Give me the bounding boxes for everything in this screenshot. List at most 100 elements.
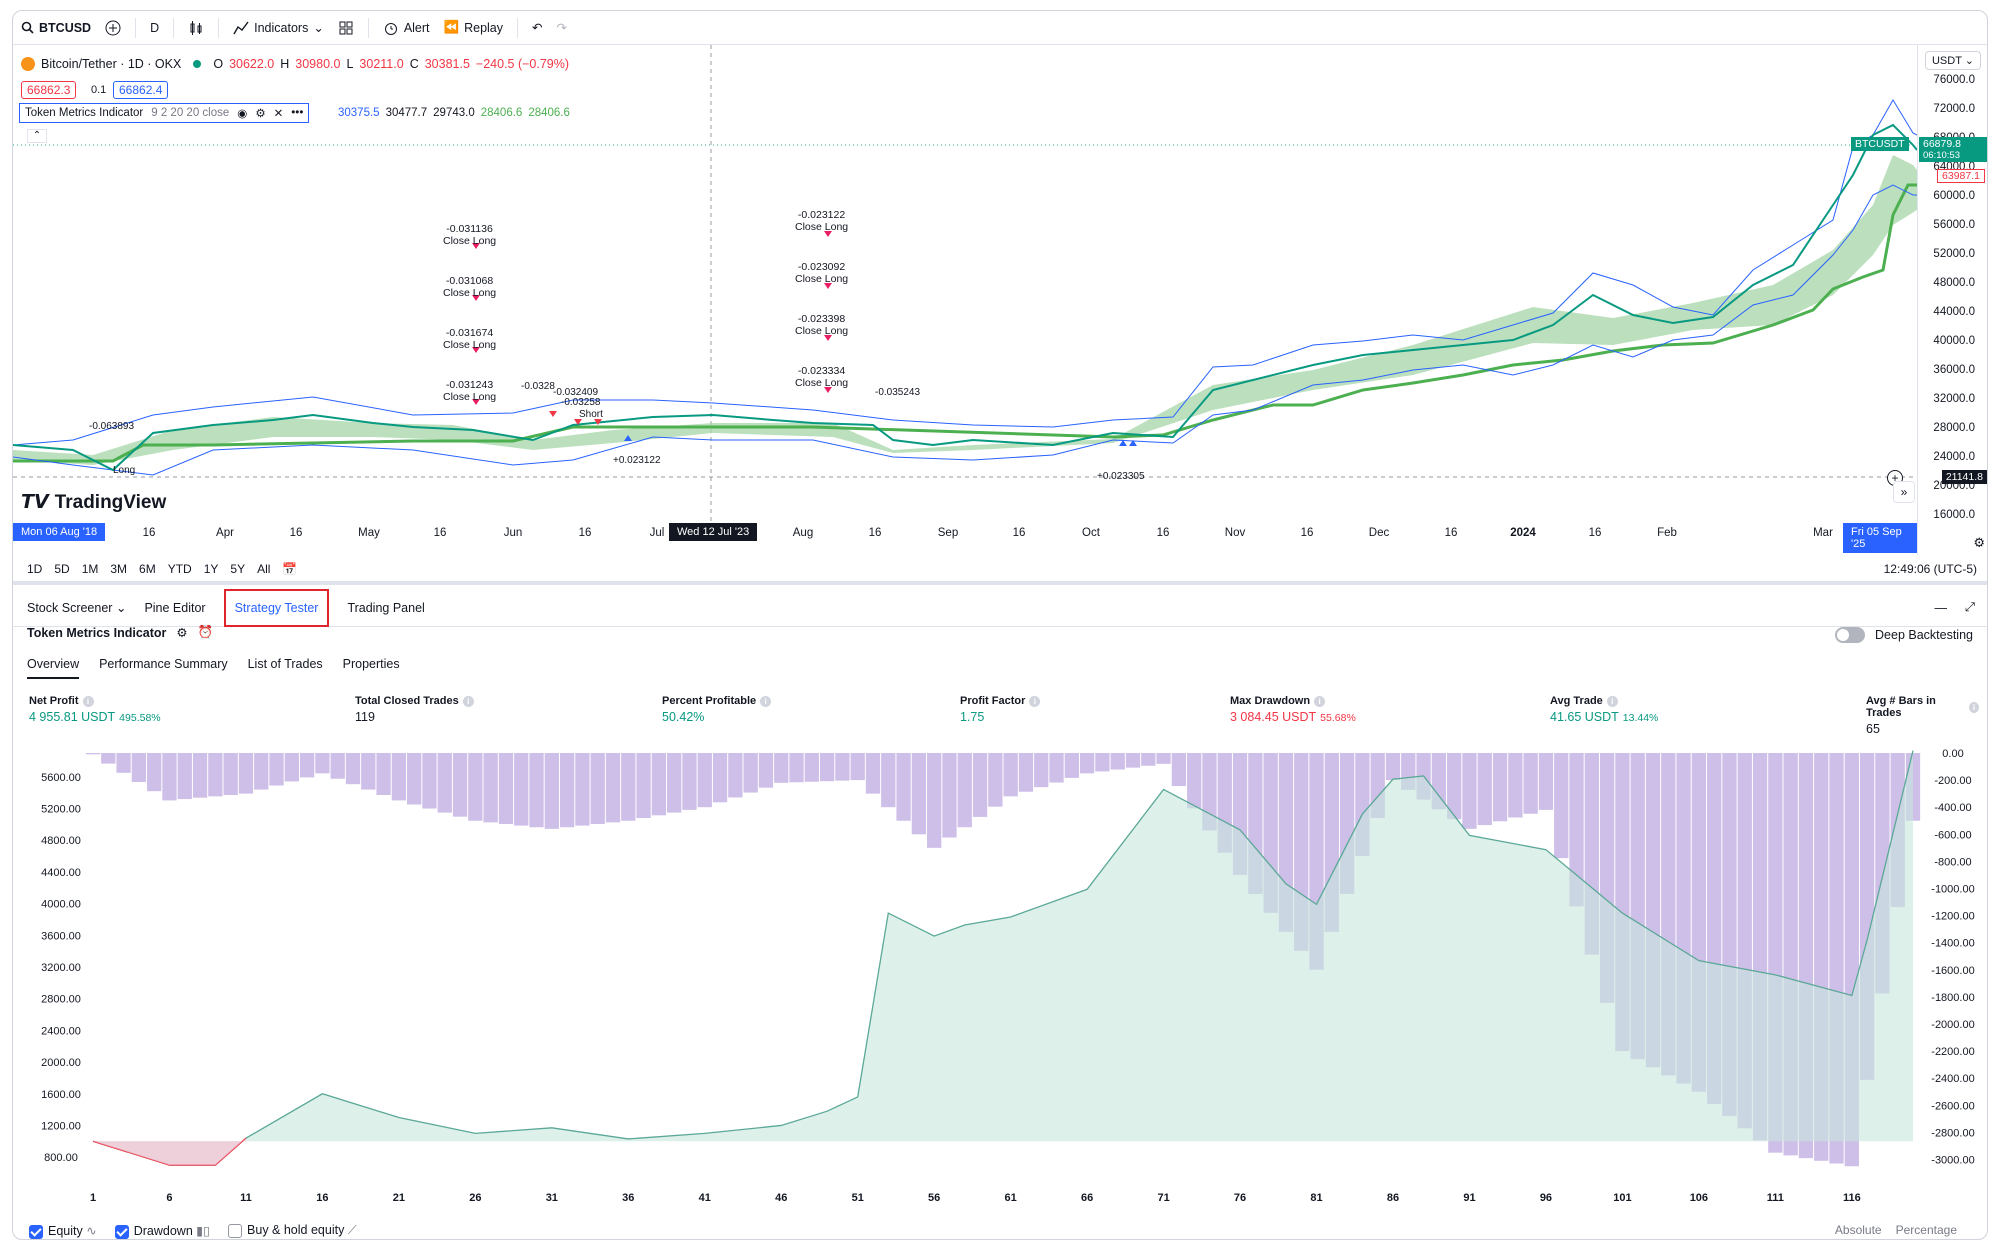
price-chart-canvas[interactable] — [13, 45, 1917, 523]
chart-type-button[interactable] — [188, 20, 204, 36]
minimize-panel-icon[interactable]: — — [1934, 600, 1948, 615]
drawdown-bar — [819, 753, 835, 782]
more-icon[interactable]: ••• — [291, 107, 304, 119]
cloud-band — [13, 155, 1917, 465]
equity-left-tick: 800.00 — [44, 1152, 78, 1164]
info-icon[interactable]: i — [760, 695, 772, 707]
info-icon[interactable]: i — [1968, 701, 1979, 713]
sell-price-button[interactable]: 66862.3 — [21, 81, 77, 99]
scroll-to-realtime-button[interactable]: » — [1893, 481, 1915, 503]
tab-stock-screener[interactable]: Stock Screener ⌄ — [27, 601, 127, 615]
stat-net-profit: Net Profit i 4 955.81 USDT 495.58% — [29, 695, 161, 724]
maximize-panel-icon[interactable]: ⤢ — [1964, 600, 1975, 614]
range-1d[interactable]: 1D — [27, 562, 43, 576]
range-1m[interactable]: 1M — [81, 562, 99, 576]
strategy-alert-icon[interactable]: ⏰ — [197, 625, 214, 639]
collapse-legend-button[interactable]: ⌃ — [27, 129, 47, 143]
stat-profit-factor: Profit Factor i 1.75 — [960, 695, 1041, 724]
alert-button[interactable]: Alert — [383, 20, 430, 36]
equity-x-tick: 76 — [1234, 1192, 1246, 1204]
drawdown-bar — [1095, 753, 1110, 772]
range-5d[interactable]: 5D — [54, 562, 70, 576]
indicators-icon — [233, 21, 249, 34]
equity-left-tick: 1200.00 — [41, 1120, 81, 1132]
info-icon[interactable]: i — [82, 695, 94, 707]
clock[interactable]: 12:49:06 (UTC-5) — [1883, 562, 1977, 576]
interval-button[interactable]: D — [150, 20, 160, 35]
drawdown-bar — [850, 753, 865, 781]
range-1y[interactable]: 1Y — [203, 562, 219, 576]
strategy-settings-icon[interactable]: ⚙ — [176, 626, 188, 640]
currency-selector[interactable]: USDT ⌄ — [1924, 51, 1981, 70]
drawdown-bar — [1079, 753, 1095, 774]
buy-price-button[interactable]: 66862.4 — [113, 81, 169, 99]
legend-buy-hold[interactable]: Buy & hold equity ⟋ — [228, 1223, 357, 1239]
market-status-dot — [193, 60, 202, 68]
annotation-misc-1: -0.063893 — [89, 421, 135, 432]
info-icon[interactable]: i — [1606, 695, 1618, 707]
checkbox-equity[interactable] — [29, 1224, 43, 1239]
equity-x-tick: 106 — [1690, 1192, 1708, 1204]
equity-x-tick: 71 — [1157, 1192, 1169, 1204]
deep-backtesting-toggle[interactable] — [1835, 627, 1866, 643]
range-6m[interactable]: 6M — [139, 562, 156, 576]
settings-gear-icon[interactable]: ⚙ — [1973, 535, 1985, 550]
deep-backtesting: Deep Backtesting — [1835, 627, 1973, 643]
redo-button[interactable]: ↷ — [557, 20, 567, 35]
channel-upper — [13, 99, 1917, 446]
symbol-search[interactable]: BTCUSD — [21, 21, 91, 35]
compare-button[interactable] — [105, 20, 121, 36]
range-5y[interactable]: 5Y — [230, 562, 246, 576]
tab-strategy-tester[interactable]: Strategy Tester — [223, 588, 330, 627]
subtab-performance-summary[interactable]: Performance Summary — [99, 657, 228, 671]
last-price-tag: BTCUSDT 66879.8 06:10:53 — [1851, 137, 1987, 162]
drawdown-bar — [1110, 753, 1125, 770]
info-icon[interactable]: i — [1314, 695, 1326, 707]
checkbox-drawdown[interactable] — [114, 1224, 129, 1239]
close-icon[interactable]: ✕ — [273, 108, 284, 120]
absolute-button[interactable]: Absolute — [1834, 1223, 1882, 1237]
layouts-button[interactable] — [338, 20, 354, 36]
tab-pine-editor[interactable]: Pine Editor — [144, 600, 206, 615]
subtab-properties[interactable]: Properties — [342, 657, 400, 671]
time-axis[interactable]: Mon 06 Aug '18 16 Apr 16 May 16 Jun 16 J… — [13, 523, 1917, 553]
tab-trading-panel[interactable]: Trading Panel — [347, 600, 425, 615]
eye-icon[interactable]: ◉ — [237, 108, 248, 120]
drawdown-bar — [1156, 753, 1171, 764]
range-3m[interactable]: 3M — [110, 562, 128, 576]
chevron-down-icon[interactable]: ⌄ — [313, 21, 324, 35]
range-ytd[interactable]: YTD — [167, 562, 192, 576]
symbol-title[interactable]: Bitcoin/Tether · 1D · OKX — [41, 57, 182, 71]
crosshair-date-tag: Wed 12 Jul '23 — [669, 523, 758, 541]
equity-chart-canvas[interactable]: 5600.00 5200.00 4800.00 4400.00 4000.00 3600.… — [13, 739, 1988, 1219]
price-axis[interactable]: USDT ⌄ 76000.0 72000.0 68000.0 64000.0 6… — [1851, 45, 1987, 555]
drawdown-bar — [391, 753, 407, 801]
price-chart[interactable]: -0.031136 Close Long -0.031068 Close Long … — [13, 45, 1987, 555]
replay-button[interactable]: ⏪ Replay — [444, 20, 504, 35]
go-to-date-icon[interactable]: 📅 — [282, 562, 298, 576]
percentage-button[interactable]: Percentage — [1895, 1223, 1957, 1237]
undo-button[interactable]: ↶ — [532, 20, 542, 35]
gear-icon[interactable]: ⚙ — [255, 108, 266, 120]
legend-equity[interactable]: Equity ∿ — [29, 1223, 97, 1239]
indicators-button[interactable]: Indicators ⌄ — [233, 20, 324, 36]
drawdown-bar — [223, 753, 238, 795]
close-value: 30381.5 — [424, 57, 470, 71]
add-symbol-icon — [105, 20, 121, 35]
drawdown-right-tick: -800.00 — [1934, 856, 1971, 868]
legend-drawdown[interactable]: Drawdown ▮▯ — [114, 1223, 210, 1239]
info-icon[interactable]: i — [1029, 695, 1041, 707]
range-all[interactable]: All — [257, 562, 271, 576]
drawdown-bar — [1477, 753, 1492, 826]
drawdown-right-tick: -1800.00 — [1931, 992, 1974, 1004]
top-toolbar: BTCUSD D Indicators ⌄ Alert ⏪ Replay — [13, 11, 1987, 45]
subtab-list-of-trades[interactable]: List of Trades — [247, 657, 323, 671]
subtab-overview[interactable]: Overview — [27, 657, 80, 679]
equity-chart[interactable]: 5600.00 5200.00 4800.00 4400.00 4000.00 3600.… — [13, 739, 1988, 1229]
alert-label: Alert — [403, 20, 430, 35]
drawdown-bar — [544, 753, 559, 829]
drawdown-bar — [896, 753, 911, 821]
checkbox-buy-hold[interactable] — [228, 1224, 243, 1239]
info-icon[interactable]: i — [462, 695, 474, 707]
indicator-legend[interactable]: Token Metrics Indicator 9 2 20 20 close … — [19, 103, 310, 123]
